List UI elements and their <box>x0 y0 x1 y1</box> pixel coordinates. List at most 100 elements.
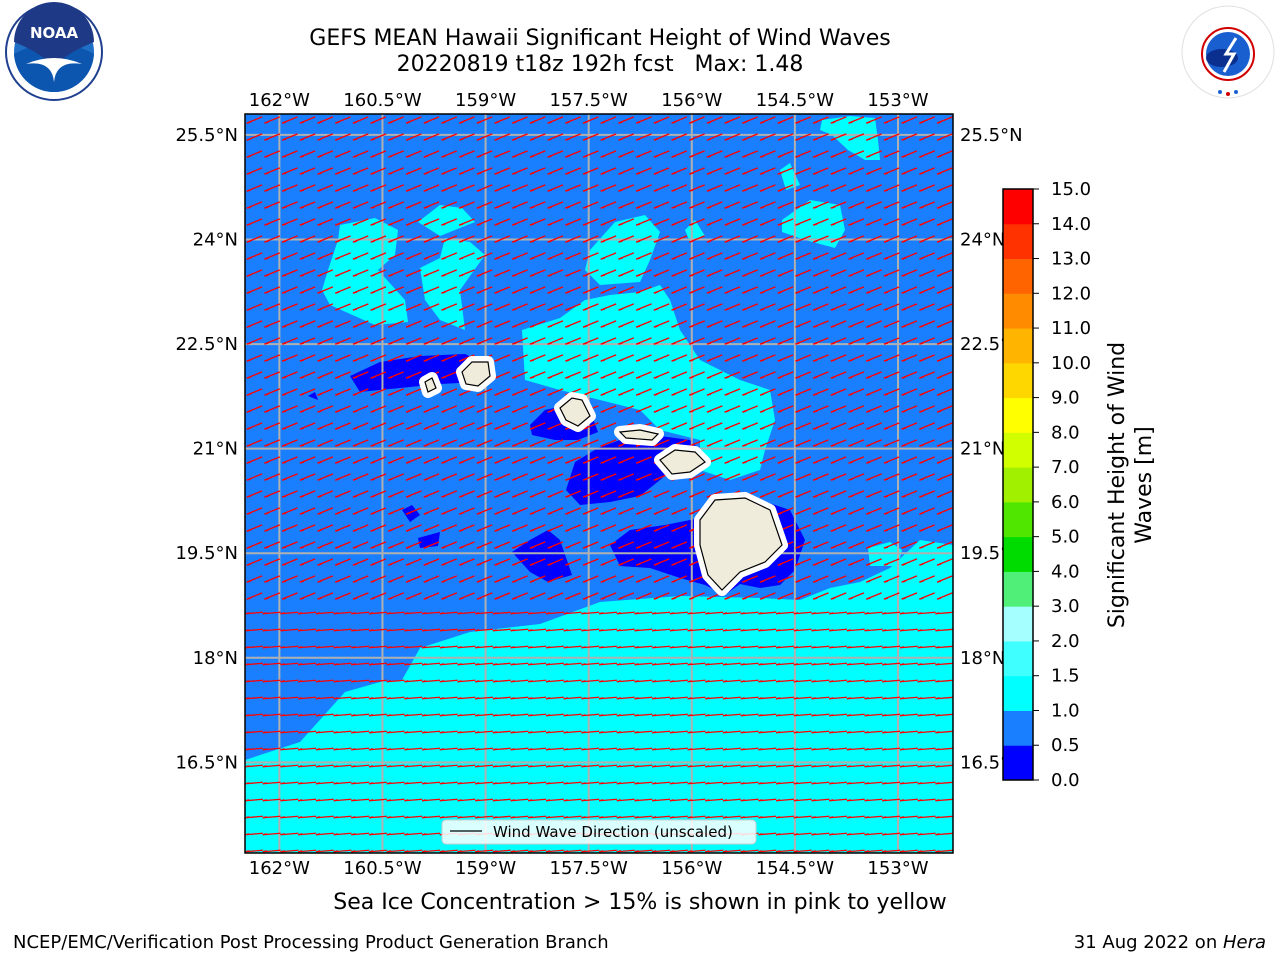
wind-wave-arrow <box>829 747 848 751</box>
wind-wave-arrow <box>458 184 475 192</box>
wind-wave-arrow <box>883 116 900 124</box>
wind-wave-arrow <box>653 524 670 532</box>
wind-wave-arrow <box>722 645 741 649</box>
wind-wave-arrow <box>317 388 334 396</box>
wind-wave-arrow <box>264 541 281 549</box>
wind-wave-arrow <box>476 116 493 124</box>
wind-wave-arrow <box>671 524 688 532</box>
wind-wave-arrow <box>635 371 652 379</box>
wind-wave-arrow <box>795 388 812 396</box>
wind-wave-arrow <box>724 592 741 600</box>
wind-wave-arrow <box>423 337 440 345</box>
wind-wave-arrow <box>846 662 865 666</box>
wind-wave-arrow <box>919 337 935 345</box>
wind-wave-arrow <box>386 747 405 751</box>
wind-wave-arrow <box>475 662 494 666</box>
wind-wave-arrow <box>722 730 741 734</box>
wind-wave-arrow <box>919 167 935 175</box>
wind-wave-arrow <box>901 218 918 226</box>
wind-wave-arrow <box>936 456 953 464</box>
wind-wave-arrow <box>405 439 422 447</box>
colorbar-tick-label: 8.0 <box>1051 422 1080 443</box>
wind-wave-arrow <box>899 849 918 853</box>
wind-wave-arrow <box>618 541 635 549</box>
wind-wave-arrow <box>264 116 281 124</box>
wind-wave-arrow <box>458 252 475 260</box>
wind-wave-arrow <box>512 405 528 413</box>
wind-wave-arrow <box>245 645 264 649</box>
wind-wave-arrow <box>829 798 848 802</box>
wind-wave-arrow <box>740 764 759 768</box>
wind-wave-arrow <box>671 235 688 243</box>
wind-wave-arrow <box>565 558 581 566</box>
wind-wave-arrow <box>758 798 777 802</box>
lat-tick-label-left: 18°N <box>193 648 238 669</box>
wind-wave-arrow <box>669 849 688 853</box>
wind-wave-arrow <box>706 201 723 209</box>
wind-wave-arrow <box>689 269 705 277</box>
wind-wave-arrow <box>600 575 617 583</box>
wind-wave-arrow <box>830 167 847 175</box>
wind-wave-arrow <box>653 218 670 226</box>
wind-wave-arrow <box>706 473 723 481</box>
wind-wave-arrow <box>404 832 423 836</box>
wind-wave-arrow <box>812 133 829 141</box>
wind-wave-arrow <box>298 747 317 751</box>
wind-wave-arrow <box>758 611 777 615</box>
wind-wave-arrow <box>724 218 741 226</box>
wind-wave-arrow <box>722 662 741 666</box>
wind-wave-arrow <box>565 133 581 141</box>
wind-wave-arrow <box>740 679 759 683</box>
wind-wave-arrow <box>742 252 758 260</box>
wind-wave-arrow <box>281 490 298 498</box>
wind-wave-arrow <box>441 524 458 532</box>
wind-wave-arrow <box>936 218 953 226</box>
wind-wave-arrow <box>494 456 511 464</box>
wind-wave-arrow <box>899 628 918 632</box>
wind-wave-arrow <box>582 303 599 311</box>
wind-wave-arrow <box>652 798 671 802</box>
wind-wave-arrow <box>510 815 529 819</box>
wind-wave-arrow <box>724 439 741 447</box>
wind-wave-arrow <box>724 371 741 379</box>
wind-wave-arrow <box>405 388 422 396</box>
wind-wave-arrow <box>370 439 387 447</box>
wind-wave-arrow <box>386 730 405 734</box>
wind-wave-arrow <box>476 252 493 260</box>
wind-wave-arrow <box>565 252 581 260</box>
colorbar-segment <box>1003 745 1033 781</box>
wind-wave-arrow <box>936 235 953 243</box>
wind-wave-arrow <box>315 764 334 768</box>
wind-wave-arrow <box>775 815 795 819</box>
wind-wave-arrow <box>812 320 829 328</box>
wind-wave-arrow <box>405 371 422 379</box>
wind-wave-arrow <box>352 371 369 379</box>
wind-wave-arrow <box>494 507 511 515</box>
wind-wave-arrow <box>281 201 298 209</box>
wind-wave-arrow <box>475 764 494 768</box>
wind-wave-arrow <box>405 133 422 141</box>
wind-wave-arrow <box>563 747 582 751</box>
wind-wave-arrow <box>333 611 352 615</box>
wind-wave-arrow <box>919 184 935 192</box>
wind-wave-arrow <box>529 592 546 600</box>
wind-wave-arrow <box>547 456 564 464</box>
wind-wave-arrow <box>777 490 794 498</box>
wind-wave-arrow <box>405 286 422 294</box>
wind-wave-arrow <box>565 524 581 532</box>
wind-wave-arrow <box>759 167 776 175</box>
wind-wave-arrow <box>795 371 812 379</box>
wind-wave-arrow <box>529 150 546 158</box>
wind-wave-arrow <box>759 592 776 600</box>
wind-wave-arrow <box>687 662 706 666</box>
wind-wave-arrow <box>333 628 352 632</box>
wind-wave-arrow <box>689 575 705 583</box>
colorbar-tick-label: 0.5 <box>1051 735 1080 756</box>
wind-wave-arrow <box>829 764 848 768</box>
wind-wave-arrow <box>582 269 599 277</box>
wind-wave-arrow <box>317 252 334 260</box>
wind-wave-arrow <box>262 645 281 649</box>
wind-wave-arrow <box>582 592 599 600</box>
wind-wave-arrow <box>421 764 441 768</box>
wind-wave-arrow <box>370 218 387 226</box>
